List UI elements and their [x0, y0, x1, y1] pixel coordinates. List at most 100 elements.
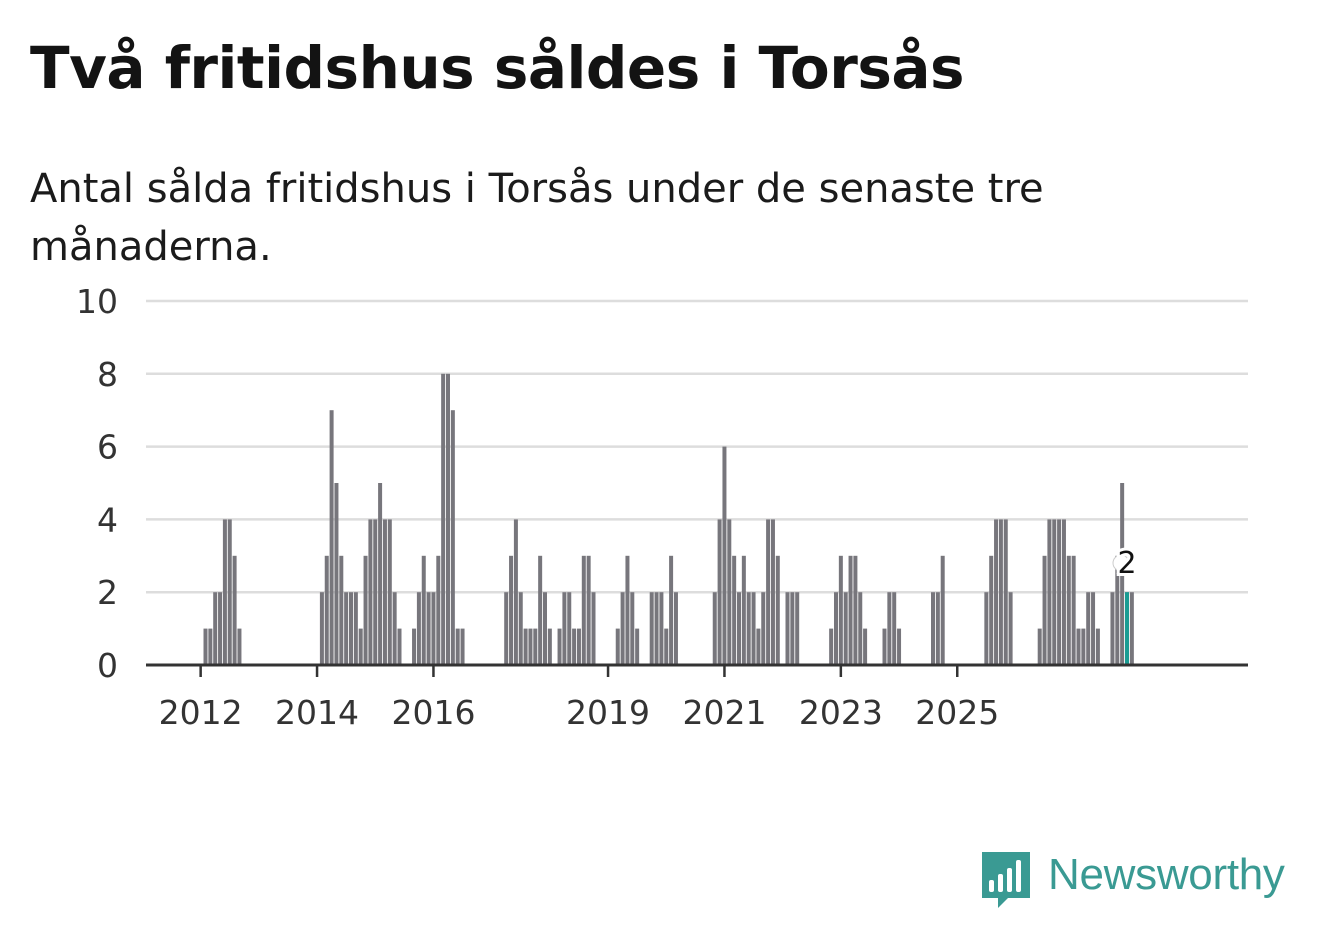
- bar: [1057, 519, 1062, 665]
- bar: [897, 628, 902, 665]
- x-tick-label: 2021: [682, 693, 766, 732]
- bar: [562, 592, 567, 665]
- bar-chart: 0 2 4 6 8 10 2012 2014 2016 2019 2021 2023 2025 2: [76, 282, 1248, 732]
- bar: [673, 592, 678, 665]
- x-tick-label: 2012: [159, 693, 243, 732]
- bar: [528, 628, 533, 665]
- highlight-value-label: 2: [1117, 546, 1136, 581]
- bar: [998, 519, 1003, 665]
- bar-highlight: [1125, 592, 1129, 665]
- bar: [426, 592, 431, 665]
- highlight-marker: [1112, 554, 1130, 572]
- bar: [940, 555, 945, 665]
- bar: [1052, 519, 1057, 665]
- bar: [547, 628, 552, 665]
- bar: [1071, 555, 1076, 665]
- bar: [382, 519, 387, 665]
- x-tick-label: 2023: [799, 693, 883, 732]
- x-tick-label: 2025: [915, 693, 999, 732]
- bar: [770, 519, 775, 665]
- bar: [227, 519, 232, 665]
- y-tick-label: 8: [97, 355, 118, 394]
- bar: [1066, 555, 1071, 665]
- x-tick-label: 2019: [566, 693, 650, 732]
- bar: [572, 628, 577, 665]
- bar: [834, 592, 838, 665]
- bar: [829, 628, 834, 665]
- bar: [1091, 592, 1096, 665]
- bar: [412, 628, 417, 665]
- bar: [785, 592, 790, 665]
- bar: [523, 628, 528, 665]
- bar: [756, 628, 761, 665]
- bar: [543, 592, 547, 665]
- bar: [319, 592, 324, 665]
- bar: [1008, 592, 1013, 665]
- bar: [363, 555, 368, 665]
- bar: [635, 628, 640, 665]
- bar: [373, 519, 378, 665]
- bar: [1129, 592, 1134, 665]
- bar: [994, 519, 999, 665]
- bar: [751, 592, 756, 665]
- y-axis-labels: 0 2 4 6 8 10: [76, 282, 118, 685]
- bar: [654, 592, 659, 665]
- bar: [887, 592, 892, 665]
- bar: [392, 592, 397, 665]
- bar: [232, 555, 237, 665]
- bar: [518, 592, 523, 665]
- bar: [436, 555, 441, 665]
- bar: [450, 410, 455, 665]
- grid-lines: [146, 299, 1248, 594]
- bar: [533, 628, 538, 665]
- bar: [378, 483, 383, 665]
- y-tick-label: 10: [76, 282, 118, 321]
- bar: [237, 628, 242, 665]
- bar: [455, 628, 460, 665]
- bar: [727, 519, 732, 665]
- bar: [659, 592, 664, 665]
- bar: [591, 592, 596, 665]
- bar: [387, 519, 392, 665]
- bar: [218, 592, 223, 665]
- bar: [567, 592, 572, 665]
- bar: [717, 519, 722, 665]
- bar: [746, 592, 751, 665]
- bar: [1076, 628, 1081, 665]
- bar: [984, 592, 989, 665]
- bar: [334, 483, 339, 665]
- bar: [441, 373, 446, 665]
- bar: [339, 555, 344, 665]
- bar: [581, 555, 586, 665]
- bar: [712, 592, 717, 665]
- bar: [761, 592, 766, 665]
- bar: [1115, 555, 1120, 665]
- bar: [1047, 519, 1052, 665]
- bar: [625, 555, 630, 665]
- bar: [353, 592, 358, 665]
- bar: [460, 628, 465, 665]
- bar: [1081, 628, 1086, 665]
- bar: [620, 592, 625, 665]
- bar: [344, 592, 349, 665]
- bar: [1037, 628, 1042, 665]
- x-tick-label: 2014: [275, 693, 359, 732]
- bar: [615, 628, 620, 665]
- bar: [630, 592, 635, 665]
- bar: [664, 628, 669, 665]
- bar: [989, 555, 994, 665]
- bar: [504, 592, 509, 665]
- bar: [1120, 483, 1125, 665]
- bar: [538, 555, 543, 665]
- bar: [843, 592, 848, 665]
- bar: [1095, 628, 1100, 665]
- bar: [416, 592, 421, 665]
- bar: [431, 592, 436, 665]
- newsworthy-logo-text: Newsworthy: [1048, 850, 1285, 899]
- x-tick-label: 2016: [391, 693, 475, 732]
- bar: [1086, 592, 1091, 665]
- bar: [1003, 519, 1008, 665]
- bar: [421, 555, 426, 665]
- bar: [863, 628, 868, 665]
- bar: [732, 555, 737, 665]
